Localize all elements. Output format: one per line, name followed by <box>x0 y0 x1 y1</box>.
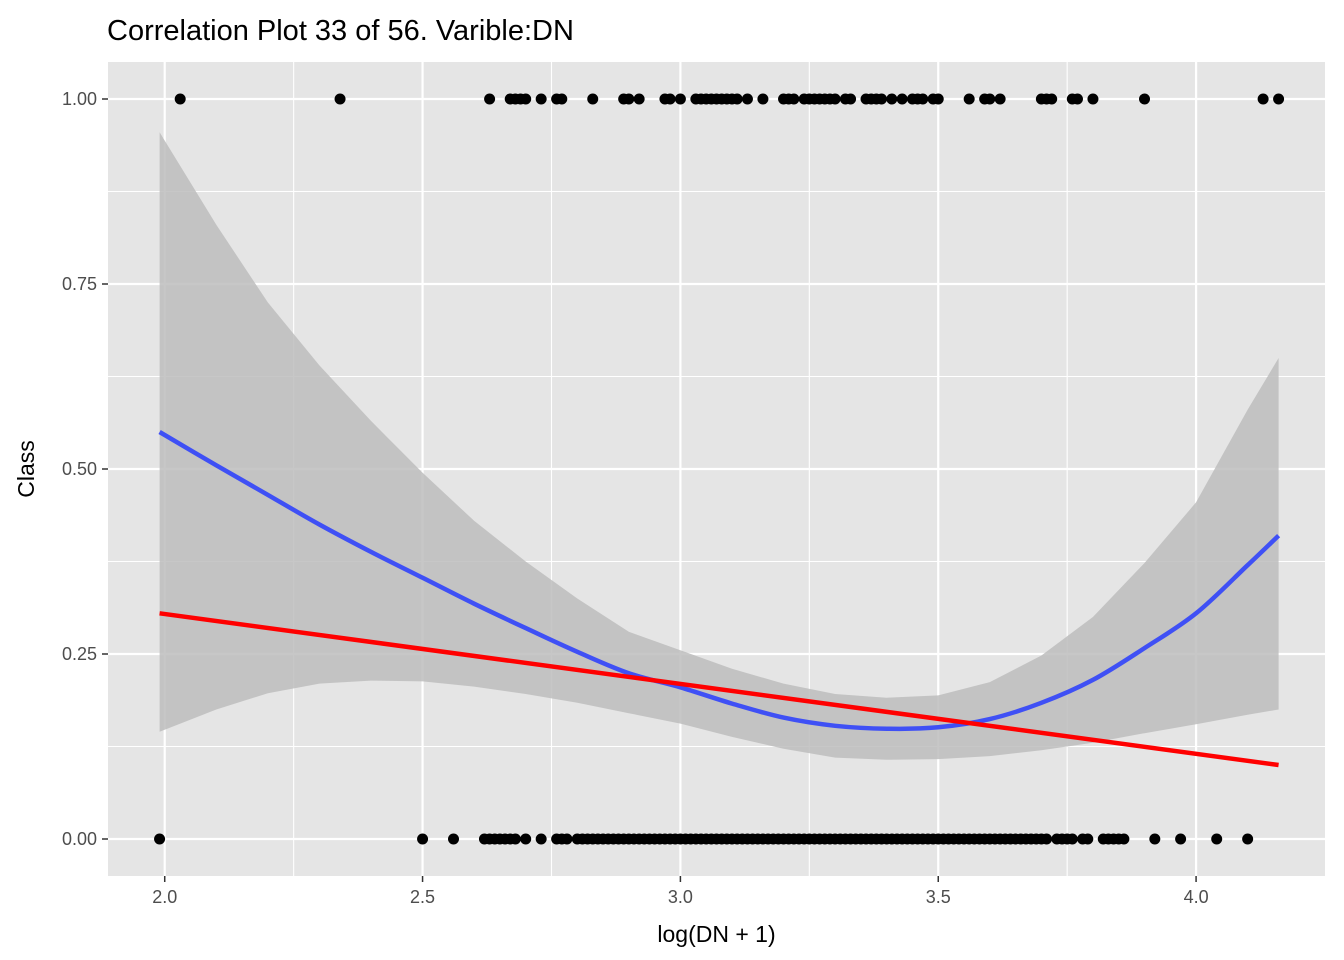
data-point-class-0 <box>154 833 166 845</box>
data-point-class-1 <box>757 93 769 105</box>
data-point-class-0 <box>1066 833 1078 845</box>
data-point-class-0 <box>1175 833 1187 845</box>
y-tick-label: 0.00 <box>62 829 97 849</box>
data-point-class-0 <box>1149 833 1161 845</box>
data-point-class-1 <box>556 93 568 105</box>
x-tick-label: 3.0 <box>668 887 693 907</box>
data-point-class-0 <box>561 833 573 845</box>
y-tick-label: 1.00 <box>62 89 97 109</box>
data-point-class-0 <box>1041 833 1053 845</box>
data-point-class-0 <box>520 833 532 845</box>
data-point-class-1 <box>917 93 929 105</box>
data-point-class-1 <box>520 93 532 105</box>
data-point-class-1 <box>535 93 547 105</box>
data-point-class-0 <box>448 833 460 845</box>
data-point-class-1 <box>984 93 996 105</box>
data-point-class-0 <box>1118 833 1130 845</box>
data-point-class-1 <box>674 93 686 105</box>
data-point-class-1 <box>623 93 635 105</box>
data-point-class-0 <box>1211 833 1223 845</box>
linear-fit-line <box>159 611 1279 768</box>
x-tick-label: 2.0 <box>152 887 177 907</box>
data-point-class-1 <box>994 93 1006 105</box>
confidence-ribbon <box>159 132 1279 760</box>
data-point-class-1 <box>886 93 898 105</box>
data-point-class-1 <box>1273 93 1285 105</box>
data-point-class-1 <box>334 93 346 105</box>
x-tick-label: 2.5 <box>410 887 435 907</box>
data-point-class-1 <box>788 93 800 105</box>
data-point-class-0 <box>417 833 429 845</box>
y-axis-title: Class <box>13 440 39 498</box>
data-point-class-1 <box>845 93 857 105</box>
data-point-class-0 <box>535 833 547 845</box>
smooth-line <box>158 430 1281 732</box>
data-point-class-1 <box>963 93 975 105</box>
data-point-class-1 <box>829 93 841 105</box>
data-point-class-1 <box>1071 93 1083 105</box>
data-point-class-1 <box>896 93 908 105</box>
y-tick-label: 0.50 <box>62 459 97 479</box>
data-point-class-0 <box>509 833 521 845</box>
data-point-class-1 <box>1046 93 1058 105</box>
y-tick-label: 0.75 <box>62 274 97 294</box>
chart-title: Correlation Plot 33 of 56. Varible:DN <box>107 15 574 47</box>
data-point-class-1 <box>1257 93 1269 105</box>
x-axis-title: log(DN + 1) <box>657 921 775 947</box>
data-point-class-1 <box>664 93 676 105</box>
data-point-class-1 <box>741 93 753 105</box>
x-tick-label: 3.5 <box>926 887 951 907</box>
y-tick-label: 0.25 <box>62 644 97 664</box>
data-point-class-1 <box>587 93 599 105</box>
data-point-class-1 <box>731 93 743 105</box>
data-point-class-1 <box>932 93 944 105</box>
data-point-class-0 <box>1242 833 1254 845</box>
axis-ticks: 2.0 2.5 3.0 3.5 4.0 0.00 0.25 0.50 0.75 1.00 <box>62 89 1209 907</box>
data-point-class-0 <box>1082 833 1094 845</box>
data-point-class-1 <box>174 93 186 105</box>
data-point-class-1 <box>1139 93 1151 105</box>
x-tick-label: 4.0 <box>1184 887 1209 907</box>
data-point-class-1 <box>1087 93 1099 105</box>
data-points <box>154 93 1285 845</box>
data-point-class-1 <box>633 93 645 105</box>
data-point-class-1 <box>876 93 888 105</box>
data-point-class-1 <box>484 93 496 105</box>
